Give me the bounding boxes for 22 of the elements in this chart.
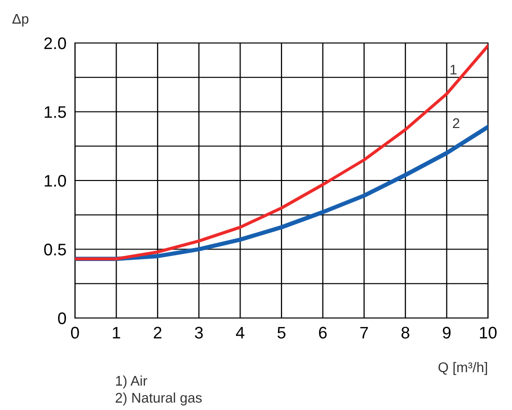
text: 2) Natural gas: [116, 392, 202, 406]
x-tick-label: 9: [442, 326, 451, 339]
x-tick-label: 0: [71, 326, 79, 339]
y-tick-label: 2.0: [44, 37, 66, 50]
text: 1) Air: [116, 376, 148, 388]
y-axis-title: Δp: [12, 14, 28, 26]
series-label: 1: [450, 64, 457, 74]
x-tick-label: 4: [236, 326, 244, 338]
x-tick-label: 1: [112, 326, 120, 338]
y-tick-label: 0.5: [44, 244, 66, 256]
y-tick-label: 1.5: [44, 106, 66, 118]
x-tick-label: 8: [401, 326, 410, 339]
x-tick-label: 10: [480, 326, 497, 339]
x-tick-label: 7: [360, 326, 368, 338]
x-tick-label: 5: [278, 326, 286, 339]
y-tick-label: 1.0: [44, 174, 66, 187]
x-axis-title: Q [m³/h]: [438, 362, 488, 375]
x-tick-label: 6: [319, 326, 327, 339]
series-label: 2: [452, 118, 460, 128]
x-tick-label: 3: [194, 326, 203, 339]
x-tick-label: 2: [154, 326, 162, 338]
y-tick-label: 0: [58, 312, 66, 324]
